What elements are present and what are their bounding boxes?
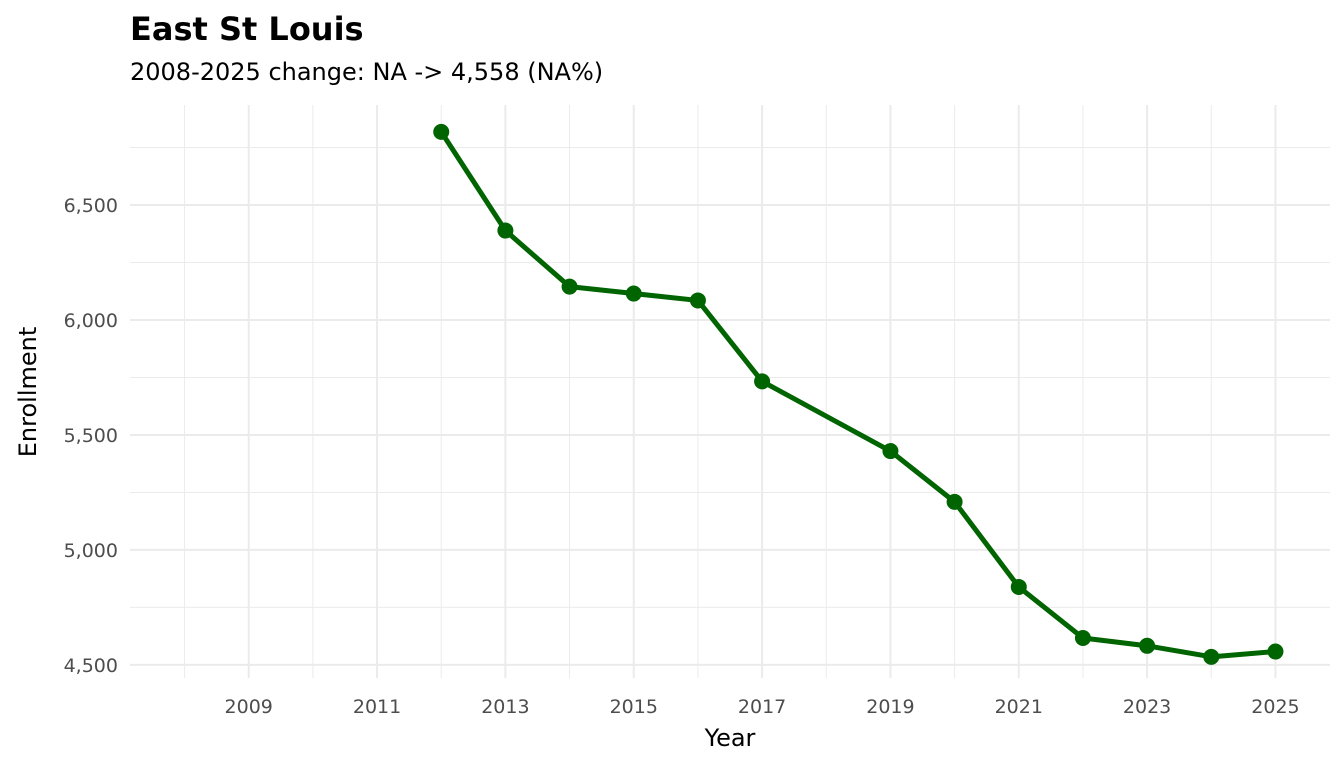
x-tick-label: 2015 <box>610 696 658 718</box>
data-point <box>1267 643 1284 660</box>
y-tick-label: 6,500 <box>64 195 118 217</box>
data-point <box>1203 648 1220 665</box>
data-point <box>1139 637 1156 654</box>
y-axis-label: Enrollment <box>14 327 42 458</box>
x-tick-label: 2021 <box>995 696 1043 718</box>
y-tick-label: 5,000 <box>64 540 118 562</box>
y-tick-label: 4,500 <box>64 655 118 677</box>
data-point <box>1074 629 1091 646</box>
data-point <box>754 373 771 390</box>
data-point <box>497 222 514 239</box>
series-line <box>439 130 1276 660</box>
y-tick-label: 6,000 <box>64 310 118 332</box>
x-tick-label: 2009 <box>225 696 273 718</box>
chart-subtitle: 2008-2025 change: NA -> 4,558 (NA%) <box>130 58 604 86</box>
x-tick-label: 2019 <box>866 696 914 718</box>
data-point <box>561 278 578 295</box>
x-tick-label: 2025 <box>1251 696 1299 718</box>
data-point <box>433 123 450 140</box>
data-point <box>1010 578 1027 595</box>
x-axis-label: Year <box>704 724 756 752</box>
x-tick-label: 2013 <box>481 696 529 718</box>
x-tick-label: 2017 <box>738 696 786 718</box>
y-tick-label: 5,500 <box>64 425 118 447</box>
x-tick-label: 2011 <box>353 696 401 718</box>
data-point <box>882 443 899 460</box>
chart-title: East St Louis <box>130 10 364 48</box>
x-tick-label: 2023 <box>1123 696 1171 718</box>
data-point <box>689 292 706 309</box>
data-point <box>625 285 642 302</box>
data-point <box>946 493 963 510</box>
